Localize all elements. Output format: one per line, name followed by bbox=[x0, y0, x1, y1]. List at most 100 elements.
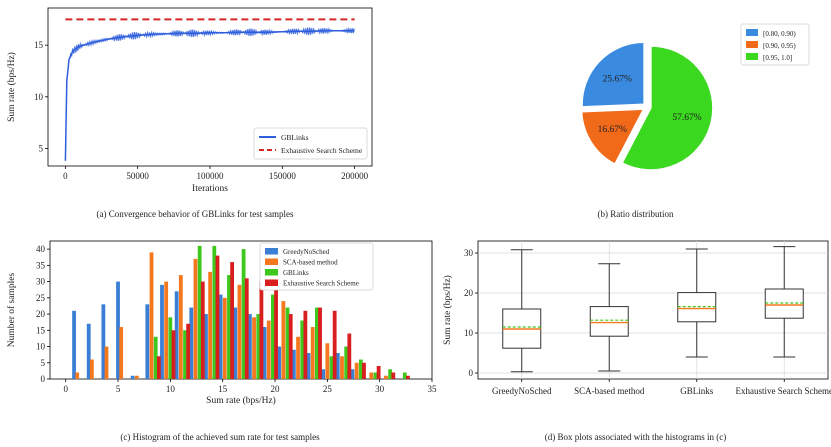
caption-b: (b) Ratio distribution bbox=[597, 209, 674, 219]
hist-bar bbox=[325, 343, 330, 379]
caption-c: (c) Histogram of the achieved sum rate f… bbox=[120, 432, 320, 442]
hist-bar bbox=[376, 366, 381, 379]
hist-bar bbox=[164, 281, 169, 379]
hist-bar bbox=[134, 375, 139, 379]
hist-bar bbox=[189, 307, 194, 379]
hist-bar bbox=[277, 346, 282, 379]
hist-bar bbox=[321, 369, 326, 379]
y-tick-label: 35 bbox=[36, 260, 46, 270]
box-iqr bbox=[589, 306, 629, 337]
x-tick-label: 10 bbox=[166, 384, 176, 394]
hist-bar bbox=[303, 310, 308, 379]
legend-label: [0.95, 1.0] bbox=[763, 54, 792, 62]
hist-bar bbox=[288, 314, 293, 379]
y-tick-label: 10 bbox=[464, 328, 474, 338]
hist-bar bbox=[72, 310, 76, 379]
legend-label-gblinks: GBLinks bbox=[281, 133, 309, 142]
hist-bar bbox=[218, 294, 223, 379]
caption-d: (d) Box plots associated with the histog… bbox=[544, 432, 727, 442]
hist-bar bbox=[104, 346, 109, 379]
hist-bar bbox=[262, 327, 267, 379]
hist-bar bbox=[362, 362, 366, 379]
hist-bar bbox=[237, 284, 242, 379]
hist-bar bbox=[314, 307, 319, 379]
boxplot-chart: 0 10 20 30 Sum rate (bps/Hz) GreedyNoSched SCA… bbox=[442, 240, 831, 396]
hist-bar bbox=[197, 245, 202, 379]
hist-bar bbox=[233, 307, 238, 379]
hist-bar bbox=[373, 372, 378, 379]
hist-bar bbox=[101, 304, 106, 379]
plot-frame bbox=[477, 240, 829, 380]
y-tick-label: 0 bbox=[41, 374, 46, 384]
x-tick-label: 50000 bbox=[126, 171, 149, 181]
y-tick-label: 10 bbox=[36, 342, 46, 352]
hist-bar bbox=[259, 281, 264, 379]
hist-bar bbox=[354, 362, 359, 379]
hist-bar bbox=[318, 307, 322, 379]
x-tick-label: 15 bbox=[218, 384, 228, 394]
hist-bar bbox=[402, 372, 407, 379]
pie-value-label: 25.67% bbox=[603, 74, 632, 84]
hist-bar bbox=[89, 359, 94, 379]
hist-bar bbox=[193, 258, 198, 379]
hist-bar bbox=[160, 284, 164, 379]
pie-slice bbox=[581, 41, 645, 108]
hist-bar bbox=[156, 356, 161, 379]
hist-bar bbox=[75, 372, 80, 379]
hist-bar bbox=[227, 275, 231, 379]
hist-bar bbox=[212, 245, 217, 379]
hist-bar bbox=[384, 375, 388, 379]
hist-bar bbox=[178, 275, 183, 379]
y-tick-label: 15 bbox=[34, 40, 44, 50]
hist-bar bbox=[119, 327, 124, 379]
y-axis-label: Number of samples bbox=[6, 273, 17, 348]
y-axis-label: Sum rate (bps/Hz) bbox=[6, 52, 17, 122]
legend-swatch bbox=[746, 29, 758, 36]
hist-bar bbox=[274, 268, 278, 379]
hist-bar bbox=[149, 252, 154, 379]
histogram-chart: 0 5 10 15 20 25 30 35 0 5 10 15 20 25 30 35 40 Sum rate (… bbox=[6, 240, 437, 406]
y-tick-label: 20 bbox=[464, 288, 474, 298]
legend-label: [0.90, 0.95) bbox=[763, 42, 796, 50]
hist-bar bbox=[256, 314, 261, 379]
y-tick-label: 25 bbox=[36, 293, 46, 303]
hist-bar bbox=[153, 336, 158, 379]
hist-bar bbox=[296, 336, 300, 379]
hist-bar bbox=[350, 369, 355, 379]
x-tick-label: 5 bbox=[116, 384, 121, 394]
hist-bar bbox=[244, 278, 249, 379]
hist-bar bbox=[310, 327, 315, 379]
hist-bar bbox=[335, 353, 340, 379]
hist-bar bbox=[344, 346, 349, 379]
hist-bar bbox=[329, 356, 334, 379]
x-tick-label: 150000 bbox=[269, 171, 297, 181]
hist-bar bbox=[171, 330, 176, 379]
x-axis-label: Iterations bbox=[192, 184, 228, 194]
hist-bar bbox=[332, 310, 337, 379]
x-tick-label: SCA-based method bbox=[574, 386, 645, 396]
y-tick-label: 10 bbox=[34, 92, 44, 102]
hist-bar bbox=[285, 307, 290, 379]
hist-bar bbox=[271, 294, 275, 379]
hist-bar bbox=[86, 323, 91, 379]
x-tick-label: 0 bbox=[63, 384, 68, 394]
legend-swatch bbox=[746, 41, 758, 48]
legend-label-exhaustive: Exhaustive Search Scheme bbox=[281, 146, 363, 155]
legend-box bbox=[253, 127, 368, 160]
caption-a: (a) Convergence behavior of GBLinks for … bbox=[96, 209, 294, 219]
hist-bar bbox=[208, 271, 213, 379]
x-tick-label: 0 bbox=[63, 171, 68, 181]
legend-label: SCA-based method bbox=[283, 259, 338, 267]
hist-bar bbox=[266, 320, 271, 379]
hist-bar bbox=[200, 281, 205, 379]
y-tick-label: 20 bbox=[36, 309, 46, 319]
hist-bar bbox=[116, 281, 120, 379]
x-axis-label: Sum rate (bps/Hz) bbox=[206, 395, 276, 406]
hist-bar bbox=[369, 372, 374, 379]
legend-swatch bbox=[265, 269, 278, 276]
x-tick-label: Exhaustive Search Scheme bbox=[736, 386, 831, 396]
y-axis-label: Sum rate (bps/Hz) bbox=[442, 275, 453, 345]
legend-label: GreedyNoSched bbox=[283, 248, 330, 256]
convergence-chart: 0 50000 100000 150000 200000 5 10 15 Iterations S… bbox=[6, 7, 373, 194]
x-tick-label: 100000 bbox=[197, 171, 225, 181]
